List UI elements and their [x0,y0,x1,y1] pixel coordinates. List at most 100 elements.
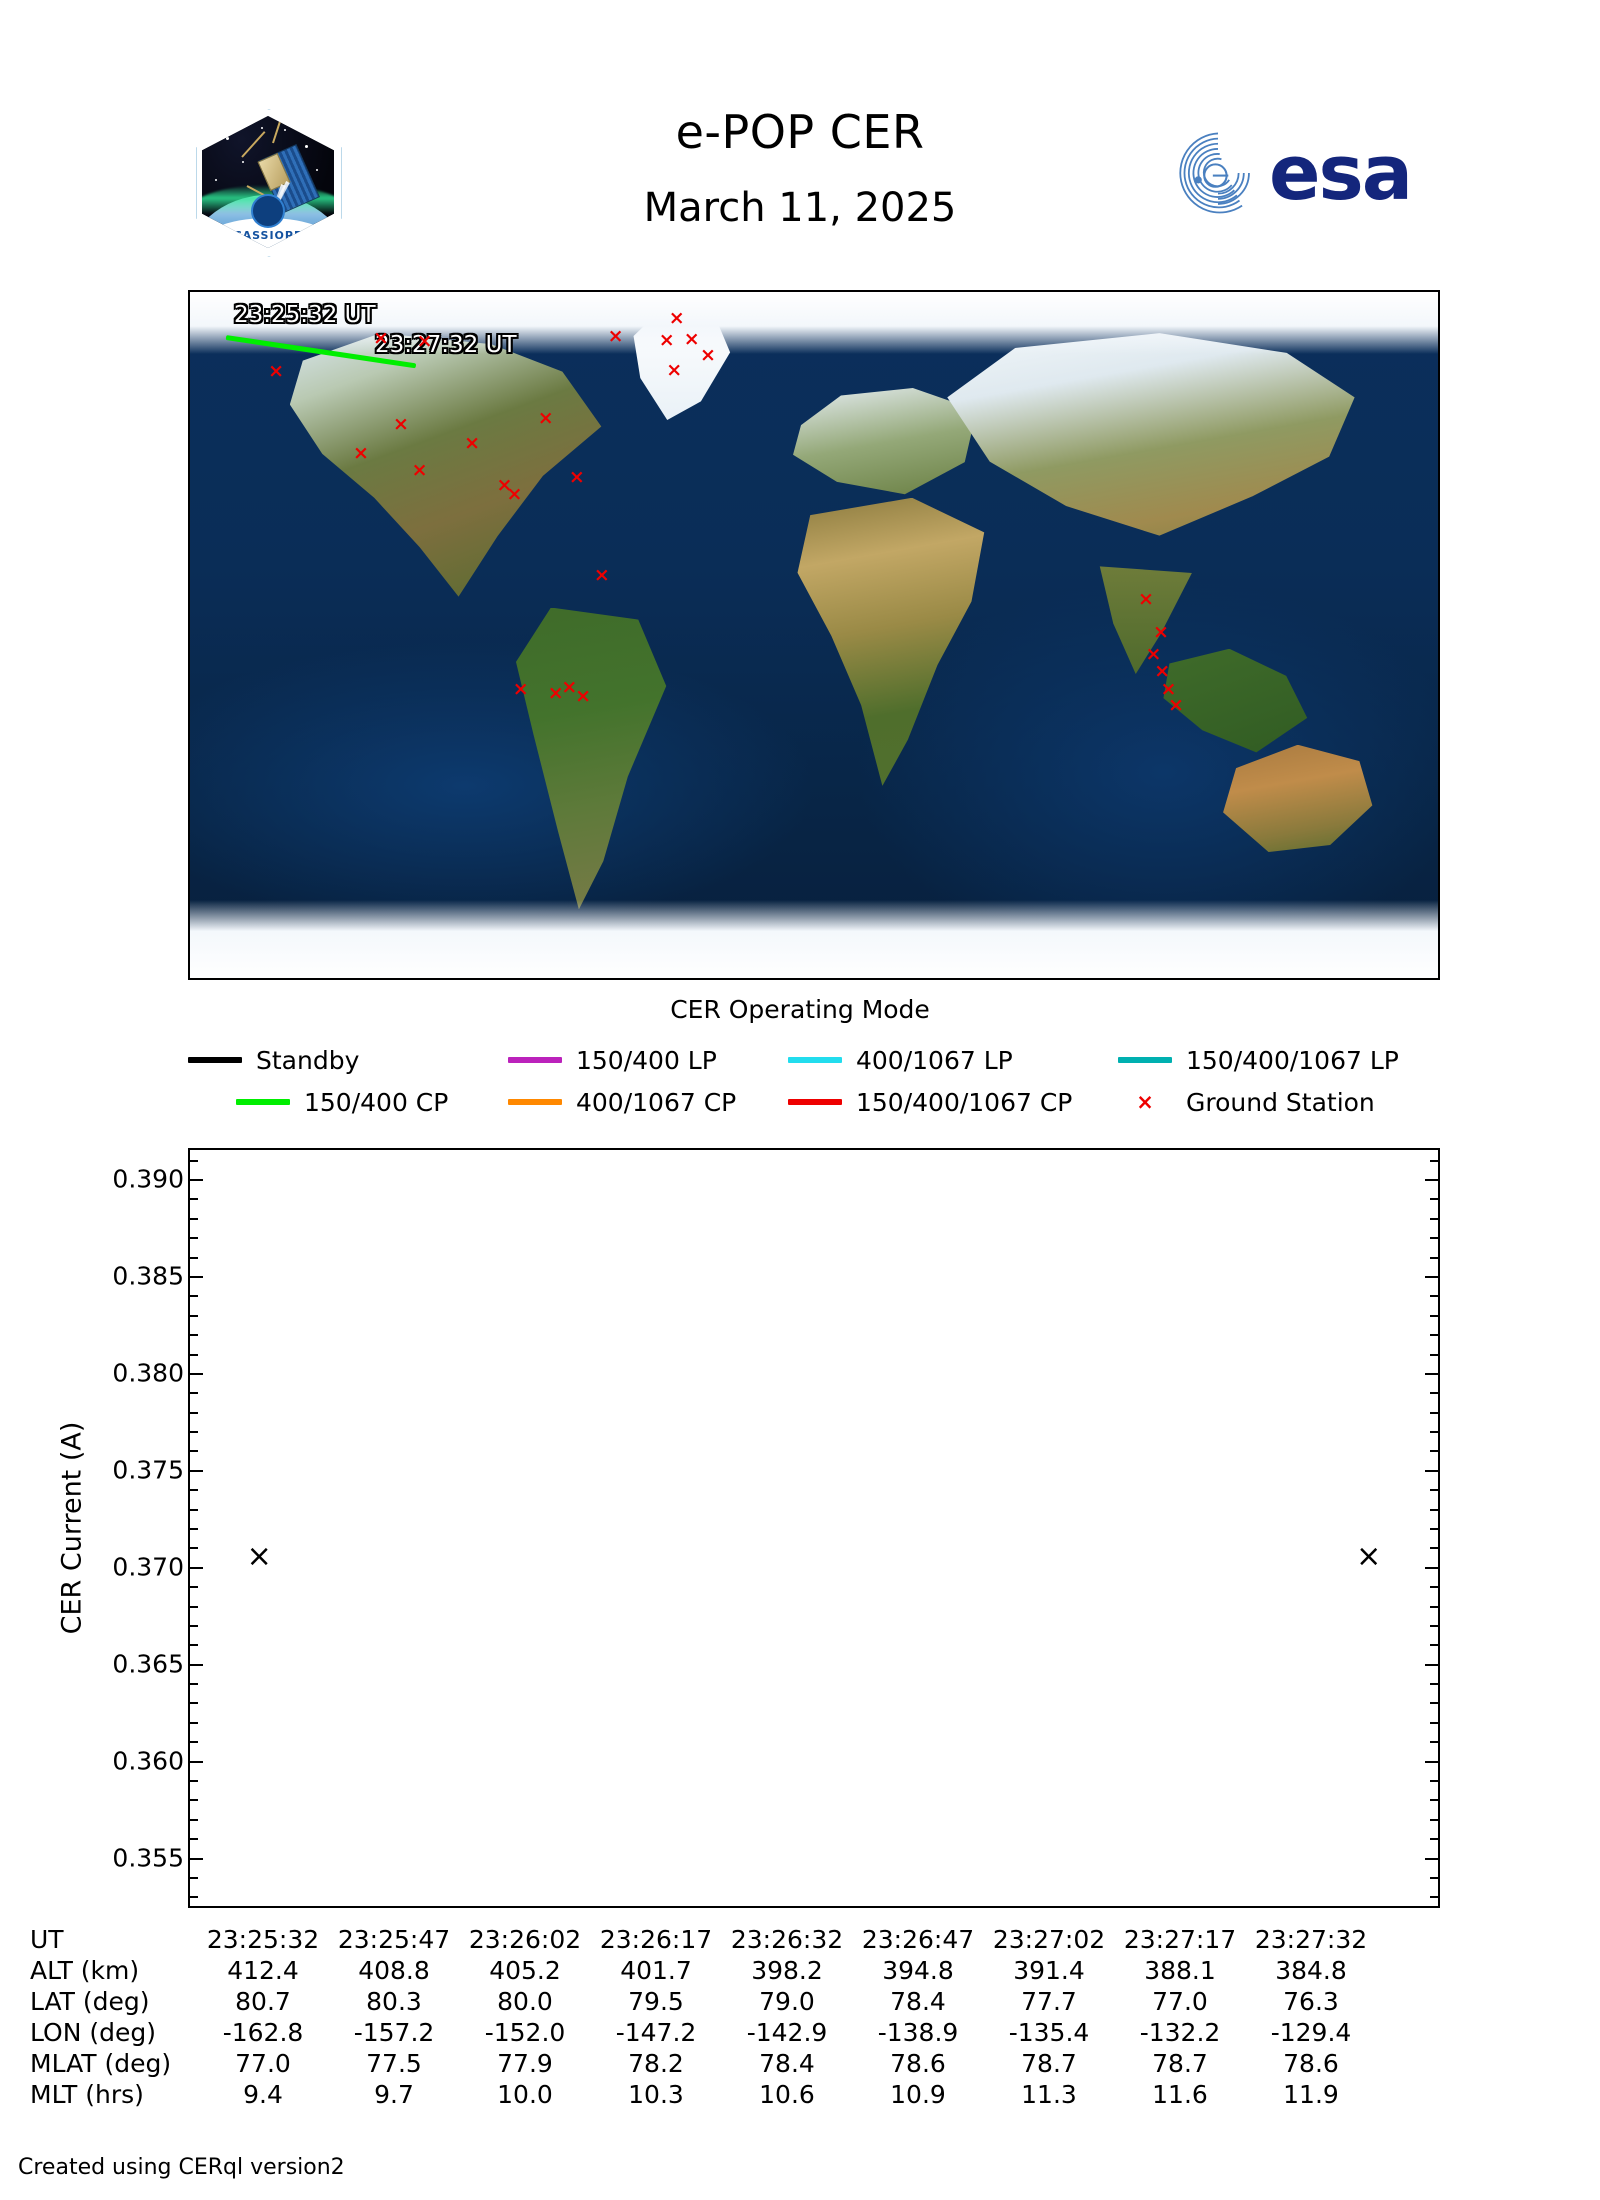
y-axis-minor-tick [190,1198,198,1201]
y-axis-minor-tick [190,1237,198,1240]
y-axis-minor-tick [1430,1489,1438,1492]
page-date: March 11, 2025 [643,185,957,231]
y-axis-minor-tick [1430,1237,1438,1240]
y-axis-minor-tick [1430,1838,1438,1841]
y-axis-tick-mark [1425,1566,1438,1569]
table-row: MLAT (deg) 77.0 77.5 77.9 78.2 78.4 78.6 78.7 78… [30,2049,1570,2080]
legend-item-150-400-lp[interactable]: 150/400 LP [508,1040,717,1080]
table-cell: -135.4 [1008,2018,1090,2047]
page-title: e-POP CER [675,105,925,159]
y-axis-minor-tick [1430,1799,1438,1802]
table-cell: 398.2 [751,1956,823,1985]
table-cell: 78.2 [628,2049,684,2078]
y-axis-minor-tick [190,1586,198,1589]
legend-item-400-1067-cp[interactable]: 400/1067 CP [508,1082,736,1122]
ephemeris-table: UT 23:25:32 23:25:47 23:26:02 23:26:17 23:26:… [30,1925,1570,2111]
y-axis-tick-label: 0.355 [112,1843,184,1873]
esa-logo: esa [1175,130,1475,216]
y-axis-tick-label: 0.375 [112,1455,184,1485]
y-axis-minor-tick [190,1838,198,1841]
table-row: LON (deg) -162.8 -157.2 -152.0 -147.2 -142.9 -… [30,2018,1570,2049]
legend-label-150-400-lp: 150/400 LP [576,1045,717,1075]
table-cell: 78.4 [759,2049,815,2078]
table-cell: 79.5 [628,1987,684,2016]
y-axis-minor-tick [190,1528,198,1530]
table-cell: 78.4 [890,1987,946,2016]
table-row-label: MLT (hrs) [30,2080,144,2109]
legend-swatch-400-1067-cp [508,1099,562,1105]
legend-item-400-1067-lp[interactable]: 400/1067 LP [788,1040,1013,1080]
y-axis-minor-tick [1430,1159,1438,1162]
y-axis-tick-mark [1425,1760,1438,1763]
y-axis-minor-tick [1430,1411,1438,1414]
legend-swatch-150-400-1067-cp [788,1099,842,1105]
y-axis-minor-tick [1430,1876,1438,1879]
y-axis-tick-mark [1425,1663,1438,1666]
table-cell: 78.6 [890,2049,946,2078]
table-cell: 77.0 [1152,1987,1208,2016]
y-axis-tick-mark [1425,1469,1438,1472]
data-point-marker [246,1544,272,1570]
y-axis-minor-tick [190,1217,198,1220]
y-axis-minor-tick [190,1450,198,1453]
table-cell: 401.7 [620,1956,692,1985]
y-axis-minor-tick [1430,1896,1438,1899]
legend-label-150-400-1067-cp: 150/400/1067 CP [856,1087,1073,1117]
legend-swatch-150-400-cp [236,1099,290,1105]
table-cell: 23:27:17 [1123,1925,1237,1954]
table-cell: 23:27:32 [1254,1925,1368,1954]
world-map-canvas: 23:25:32 UT 23:27:32 UT [190,292,1438,978]
y-axis-tick-mark [1425,1179,1438,1182]
table-cell: 11.6 [1152,2080,1208,2109]
y-axis-tick-label: 0.385 [112,1261,184,1291]
table-cell: 10.9 [890,2080,946,2109]
y-axis-minor-tick [1430,1217,1438,1220]
table-cell: 10.0 [497,2080,553,2109]
y-axis-tick-label: 0.365 [112,1649,184,1679]
y-axis-tick-mark [190,1857,203,1860]
legend-item-150-400-1067-lp[interactable]: 150/400/1067 LP [1118,1040,1399,1080]
legend-label-standby: Standby [256,1045,360,1075]
y-axis-minor-tick [1430,1547,1438,1550]
y-axis-tick-mark [190,1469,203,1472]
legend-swatch-standby [188,1057,242,1063]
table-cell: 76.3 [1283,1987,1339,2016]
y-axis-minor-tick [1430,1644,1438,1647]
table-row: MLT (hrs) 9.4 9.7 10.0 10.3 10.6 10.9 11.3 11.6 1… [30,2080,1570,2111]
legend-row-2: 150/400 CP 400/1067 CP 150/400/1067 CP ×… [188,1082,1440,1122]
table-cell: 77.7 [1021,1987,1077,2016]
table-cell: 412.4 [227,1956,299,1985]
table-cell: 79.0 [759,1987,815,2016]
world-map-panel[interactable]: 23:25:32 UT 23:27:32 UT [188,290,1440,980]
legend-item-150-400-1067-cp[interactable]: 150/400/1067 CP [788,1082,1072,1122]
table-cell: 9.7 [374,2080,414,2109]
y-axis-minor-tick [1430,1295,1438,1298]
y-axis-title: CER Current (A) [56,1421,88,1635]
y-axis-tick-mark [190,1179,203,1182]
table-cell: 23:26:32 [730,1925,844,1954]
y-axis-minor-tick [1430,1431,1438,1434]
legend-item-ground-station[interactable]: × Ground Station [1118,1082,1375,1122]
table-row-label: LON (deg) [30,2018,156,2047]
y-axis-minor-tick [1430,1624,1438,1627]
antarctic-ice-layer [190,900,1438,978]
cer-current-plot[interactable]: CER Current (A) 0.390 0.385 0.380 0.375 0.37… [57,1148,1440,1908]
y-axis-tick-mark [1425,1857,1438,1860]
y-axis-tick-mark [190,1760,203,1763]
y-axis-minor-tick [190,1644,198,1647]
y-axis-tick-mark [190,1663,203,1666]
table-row: LAT (deg) 80.7 80.3 80.0 79.5 79.0 78.4 77.7 77.… [30,1987,1570,2018]
y-axis-minor-tick [1430,1392,1438,1395]
legend-label-400-1067-cp: 400/1067 CP [576,1087,737,1117]
y-axis-minor-tick [190,1256,198,1259]
ground-station-x-icon: × [1136,1089,1154,1114]
y-axis-minor-tick [190,1799,198,1802]
table-row-label: ALT (km) [30,1956,140,1985]
legend-label-400-1067-lp: 400/1067 LP [856,1045,1013,1075]
table-cell: 23:26:47 [861,1925,975,1954]
legend-item-standby[interactable]: Standby [188,1040,359,1080]
table-cell: 77.0 [235,2049,291,2078]
table-cell: -162.8 [222,2018,304,2047]
legend-item-150-400-cp[interactable]: 150/400 CP [236,1082,448,1122]
table-cell: 11.9 [1283,2080,1339,2109]
